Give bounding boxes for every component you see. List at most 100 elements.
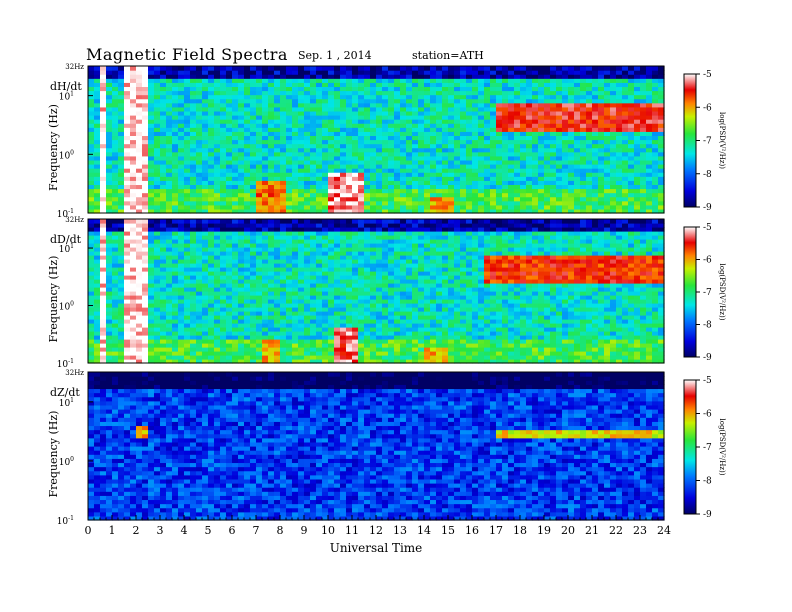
heatmap-cell xyxy=(274,307,281,312)
heatmap-cell xyxy=(310,259,317,264)
heatmap-cell xyxy=(328,339,335,344)
heatmap-cell xyxy=(430,90,437,96)
heatmap-cell xyxy=(562,123,569,128)
heatmap-cell xyxy=(322,151,329,157)
heatmap-cell xyxy=(610,66,617,71)
heatmap-cell xyxy=(580,176,587,181)
heatmap-cell xyxy=(148,119,155,124)
heatmap-cell xyxy=(610,155,617,161)
heatmap-cell xyxy=(544,110,551,116)
heatmap-cell xyxy=(520,86,527,92)
heatmap-cell xyxy=(310,151,317,157)
heatmap-cell xyxy=(340,115,347,120)
heatmap-cell xyxy=(574,147,581,153)
heatmap-cell xyxy=(592,82,599,88)
heatmap-cell xyxy=(172,263,179,268)
heatmap-cell xyxy=(274,255,281,260)
heatmap-cell xyxy=(286,335,293,340)
heatmap-cell xyxy=(136,74,143,79)
heatmap-cell xyxy=(658,86,665,92)
heatmap-cell xyxy=(274,291,281,296)
heatmap-cell xyxy=(202,311,209,316)
heatmap-cell xyxy=(592,131,599,137)
heatmap-cell xyxy=(316,231,323,236)
heatmap-cell xyxy=(130,339,137,344)
heatmap-cell xyxy=(280,82,287,88)
heatmap-cell xyxy=(616,159,623,165)
heatmap-cell xyxy=(340,127,347,132)
heatmap-cell xyxy=(424,78,431,83)
heatmap-cell xyxy=(268,74,275,79)
heatmap-cell xyxy=(244,235,251,240)
heatmap-cell xyxy=(526,131,533,137)
heatmap-cell xyxy=(454,164,461,169)
heatmap-cell xyxy=(178,339,185,344)
heatmap-cell xyxy=(538,94,545,100)
heatmap-cell xyxy=(184,223,191,228)
heatmap-cell xyxy=(598,119,605,124)
heatmap-cell xyxy=(538,180,545,186)
heatmap-cell xyxy=(280,200,287,206)
heatmap-cell xyxy=(418,70,425,75)
heatmap-cell xyxy=(142,66,149,71)
heatmap-cell xyxy=(352,98,359,104)
heatmap-cell xyxy=(592,119,599,124)
heatmap-cell xyxy=(346,192,353,198)
heatmap-cell xyxy=(178,323,185,328)
heatmap-cell xyxy=(478,70,485,75)
heatmap-cell xyxy=(292,251,299,256)
heatmap-cell xyxy=(328,255,335,260)
heatmap-cell xyxy=(406,180,413,186)
heatmap-cell xyxy=(292,263,299,268)
heatmap-cell xyxy=(424,172,431,177)
heatmap-cell xyxy=(490,115,497,120)
heatmap-cell xyxy=(598,82,605,88)
heatmap-cell xyxy=(88,135,95,141)
heatmap-cell xyxy=(130,263,137,268)
heatmap-cell xyxy=(274,139,281,145)
heatmap-cell xyxy=(154,204,161,210)
heatmap-cell xyxy=(304,82,311,88)
heatmap-cell xyxy=(220,131,227,137)
heatmap-cell xyxy=(502,180,509,186)
heatmap-cell xyxy=(394,110,401,116)
heatmap-cell xyxy=(436,66,443,71)
heatmap-cell xyxy=(352,106,359,112)
heatmap-cell xyxy=(184,295,191,300)
heatmap-cell xyxy=(652,106,659,112)
heatmap-cell xyxy=(268,255,275,260)
heatmap-cell xyxy=(136,311,143,316)
heatmap-cell xyxy=(586,135,593,141)
heatmap-cell xyxy=(136,223,143,228)
heatmap-cell xyxy=(196,172,203,177)
heatmap-cell xyxy=(316,82,323,88)
heatmap-cell xyxy=(538,172,545,177)
heatmap-cell xyxy=(106,94,113,100)
heatmap-cell xyxy=(412,196,419,202)
heatmap-cell xyxy=(550,176,557,181)
heatmap-cell xyxy=(580,106,587,112)
heatmap-cell xyxy=(622,86,629,92)
heatmap-cell xyxy=(226,307,233,312)
heatmap-cell xyxy=(544,119,551,124)
heatmap-cell xyxy=(94,247,101,252)
heatmap-cell xyxy=(130,135,137,141)
heatmap-cell xyxy=(346,200,353,206)
heatmap-cell xyxy=(298,291,305,296)
heatmap-cell xyxy=(250,331,257,336)
heatmap-cell xyxy=(244,339,251,344)
heatmap-cell xyxy=(232,227,239,232)
heatmap-cell xyxy=(352,180,359,186)
heatmap-cell xyxy=(148,115,155,120)
heatmap-cell xyxy=(280,102,287,108)
heatmap-cell xyxy=(610,139,617,145)
heatmap-cell xyxy=(658,119,665,124)
heatmap-cell xyxy=(226,151,233,157)
heatmap-cell xyxy=(106,110,113,116)
heatmap-cell xyxy=(148,90,155,96)
heatmap-cell xyxy=(166,200,173,206)
heatmap-cell xyxy=(646,180,653,186)
heatmap-cell xyxy=(376,180,383,186)
heatmap-cell xyxy=(466,94,473,100)
